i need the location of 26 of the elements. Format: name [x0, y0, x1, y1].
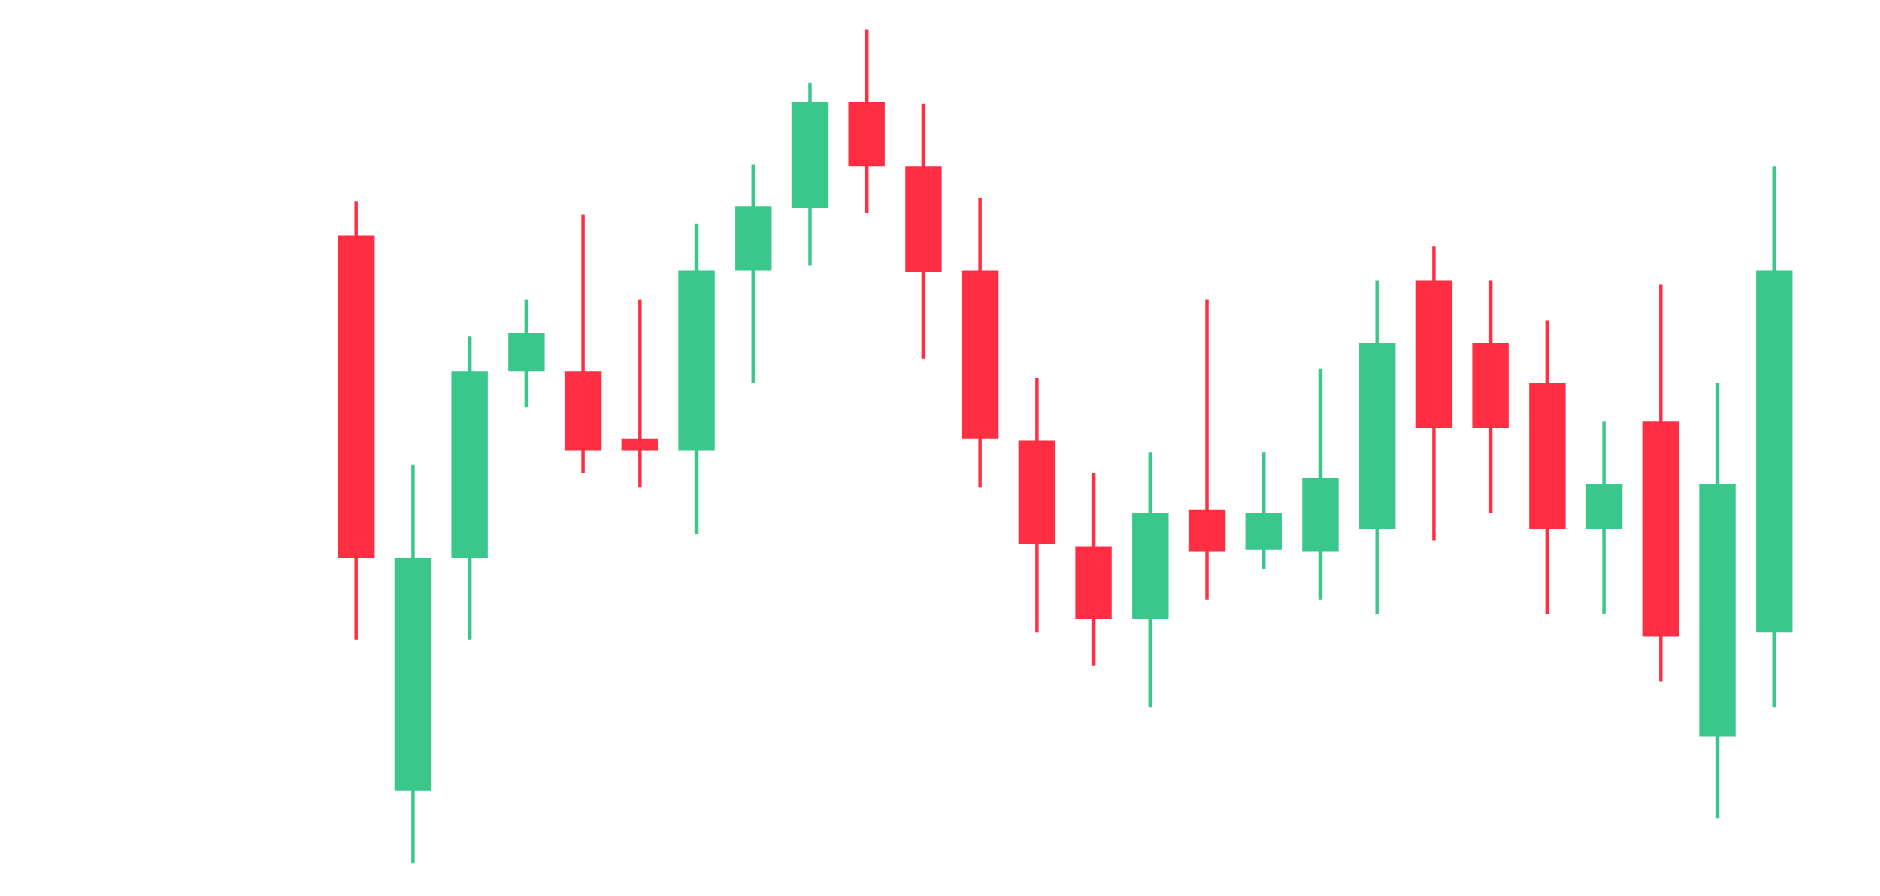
candlestick — [1585, 419, 1623, 616]
candlestick — [1302, 366, 1339, 602]
candlestick — [338, 199, 375, 642]
candlestick — [1472, 278, 1509, 515]
candlestick — [1132, 450, 1169, 710]
candlestick — [1756, 164, 1793, 710]
candlestick — [905, 101, 942, 361]
candlestick — [1188, 297, 1226, 602]
candlestick — [678, 221, 715, 536]
candlestick — [1075, 471, 1112, 668]
candlestick — [394, 462, 432, 865]
candlestick — [1359, 278, 1396, 616]
candlestick — [1018, 376, 1056, 634]
candlestick — [1245, 450, 1282, 571]
candlestick — [791, 80, 829, 268]
candlestick — [564, 212, 602, 475]
candlestick — [848, 27, 885, 215]
candlestick — [735, 162, 772, 385]
candlestick — [621, 297, 659, 489]
candlestick — [1415, 244, 1453, 543]
candlestick — [961, 196, 999, 489]
candlestick — [508, 297, 545, 409]
candlestick — [1642, 282, 1679, 684]
candlestick — [1529, 318, 1566, 616]
candlestick — [1699, 381, 1736, 820]
candlestick — [451, 334, 488, 642]
